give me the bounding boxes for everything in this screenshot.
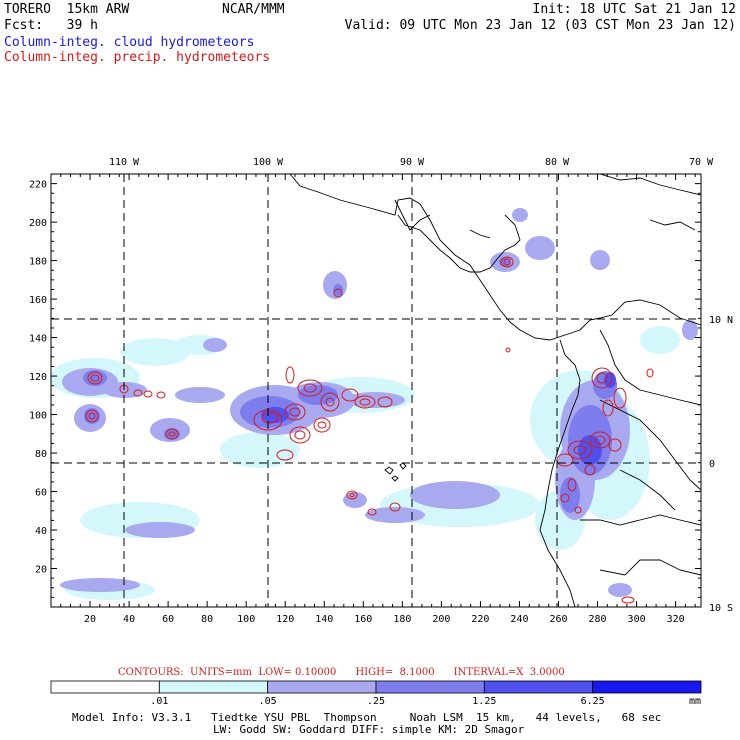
latitude-label: 0 (709, 459, 715, 470)
y-tick-label: 220 (29, 180, 47, 191)
x-tick-label: 20 (84, 614, 96, 625)
forecast-hour: Fcst: 39 h (4, 18, 98, 33)
x-tick-label: 220 (471, 614, 489, 625)
coastline-layer (289, 174, 701, 607)
x-tick-label: 320 (667, 614, 685, 625)
latitude-label: 10 S (709, 603, 733, 614)
x-tick-label: 80 (201, 614, 213, 625)
y-tick-label: 40 (35, 526, 47, 537)
y-tick-label: 200 (29, 218, 47, 229)
colorbar: .01 .05 .25 1.25 6.25 mm (50, 680, 702, 707)
colorbar-swatch (483, 680, 594, 694)
colorbar-swatch (50, 680, 160, 694)
y-tick-label: 100 (29, 411, 47, 422)
y-tick-label: 80 (35, 449, 47, 460)
colorbar-label: .05 (259, 696, 277, 707)
colorbar-swatch (592, 680, 702, 694)
longitude-label: 110 W (109, 157, 140, 168)
x-tick-label: 60 (162, 614, 174, 625)
cloud-shading-layer (51, 208, 698, 600)
y-tick-label: 120 (29, 372, 47, 383)
valid-time: Valid: 09 UTC Mon 23 Jan 12 (03 CST Mon … (344, 18, 736, 33)
model-info-line2: LW: Godd SW: Goddard DIFF: simple KM: 2D… (213, 723, 525, 736)
graticule (51, 174, 701, 607)
x-tick-label: 180 (393, 614, 411, 625)
colorbar-swatch (267, 680, 377, 694)
longitude-label: 90 W (400, 157, 425, 168)
contours-info: CONTOURS: UNITS=mm LOW= 0.10000 HIGH= 8.… (118, 667, 565, 678)
x-tick-label: 100 (237, 614, 255, 625)
latitude-label: 10 N (709, 315, 733, 326)
colorbar-label: .01 (150, 696, 168, 707)
legend-cloud: Column-integ. cloud hydrometeors (4, 35, 255, 50)
colorbar-swatch (375, 680, 485, 694)
colorbar-label: .25 (367, 696, 385, 707)
x-tick-label: 260 (549, 614, 567, 625)
colorbar-label: 1.25 (472, 696, 496, 707)
x-tick-label: 140 (315, 614, 333, 625)
precip-contour-layer (85, 256, 654, 604)
colorbar-unit: mm (689, 696, 701, 707)
colorbar-label: 6.25 (581, 696, 605, 707)
x-tick-label: 40 (123, 614, 135, 625)
model-info-line1: Model Info: V3.3.1 Tiedtke YSU PBL Thomp… (72, 711, 662, 724)
y-tick-label: 160 (29, 295, 47, 306)
x-tick-label: 240 (510, 614, 528, 625)
longitude-label: 100 W (253, 157, 284, 168)
colorbar-swatch (158, 680, 269, 694)
longitude-label: 80 W (545, 157, 570, 168)
y-tick-label: 180 (29, 257, 47, 268)
y-tick-label: 140 (29, 334, 47, 345)
model-title: TORERO 15km ARW (4, 2, 130, 17)
longitude-label: 70 W (689, 157, 714, 168)
x-tick-label: 200 (432, 614, 450, 625)
legend-precip: Column-integ. precip. hydrometeors (4, 50, 271, 65)
center-name: NCAR/MMM (222, 2, 285, 17)
y-tick-label: 60 (35, 488, 47, 499)
x-tick-label: 160 (354, 614, 372, 625)
y-tick-label: 20 (35, 565, 47, 576)
init-time: Init: 18 UTC Sat 21 Jan 12 (532, 2, 737, 17)
x-tick-label: 300 (628, 614, 646, 625)
x-tick-label: 120 (276, 614, 294, 625)
x-tick-label: 280 (589, 614, 607, 625)
plot-frame (50, 173, 702, 608)
